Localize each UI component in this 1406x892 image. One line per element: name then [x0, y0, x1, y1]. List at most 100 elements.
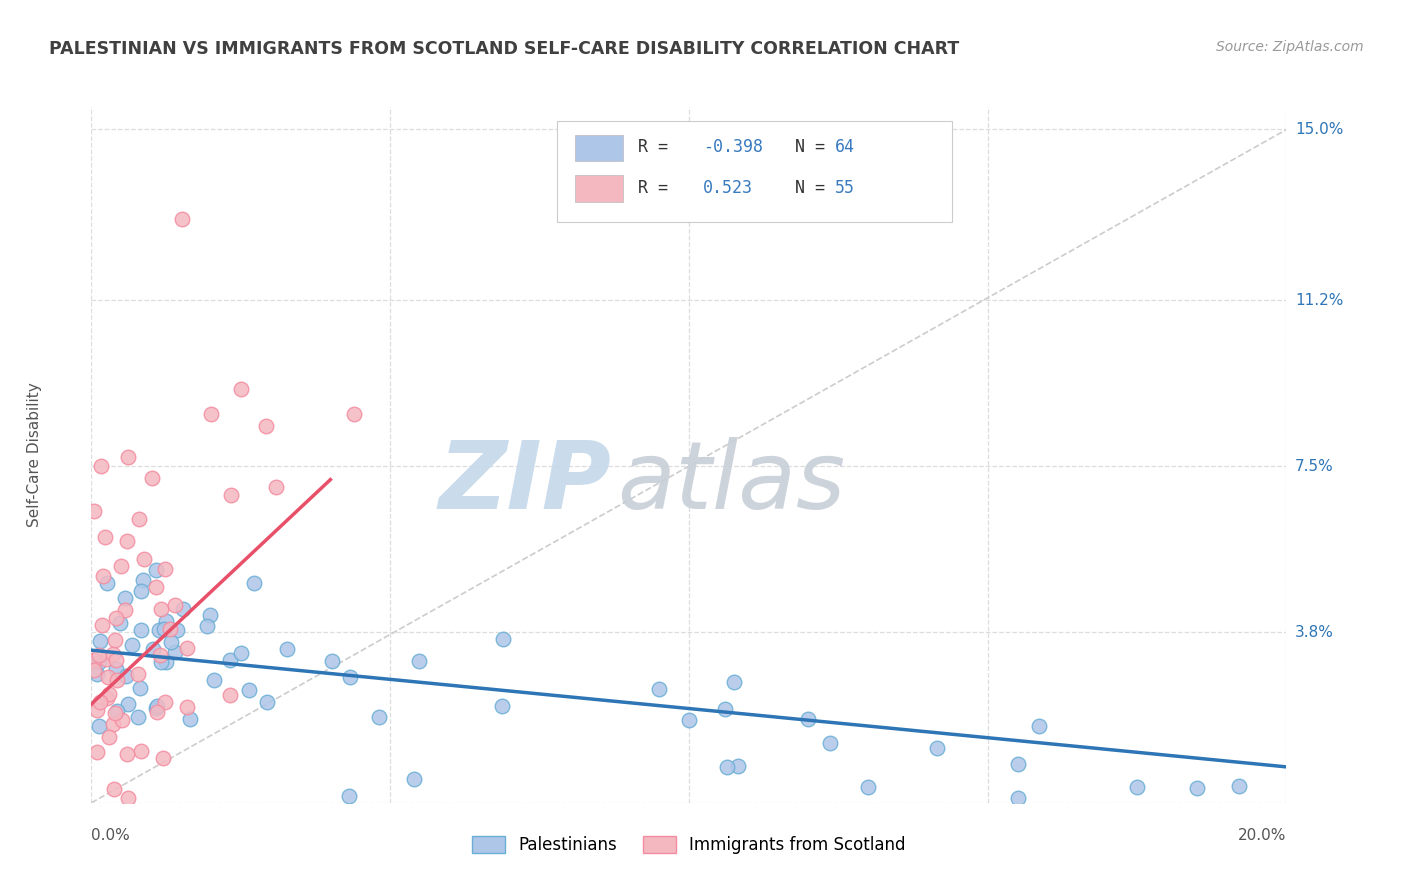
Point	[339, 670, 361, 684]
FancyBboxPatch shape	[558, 121, 952, 222]
Point	[343, 407, 366, 421]
Point	[492, 632, 515, 646]
Point	[96, 575, 118, 590]
Point	[117, 698, 139, 712]
Point	[145, 701, 167, 715]
Point	[152, 750, 174, 764]
Point	[238, 683, 260, 698]
Point	[229, 382, 252, 396]
Point	[110, 558, 132, 573]
Point	[402, 772, 425, 786]
Point	[105, 611, 128, 625]
Point	[163, 645, 186, 659]
Point	[117, 533, 139, 548]
Point	[129, 681, 152, 695]
Text: atlas: atlas	[617, 437, 845, 528]
Text: PALESTINIAN VS IMMIGRANTS FROM SCOTLAND SELF-CARE DISABILITY CORRELATION CHART: PALESTINIAN VS IMMIGRANTS FROM SCOTLAND …	[49, 40, 959, 58]
Point	[83, 653, 105, 667]
Point	[160, 635, 183, 649]
Point	[716, 760, 738, 774]
Point	[714, 702, 737, 716]
Point	[1126, 780, 1149, 795]
Point	[132, 552, 155, 566]
Point	[163, 598, 186, 612]
Point	[925, 741, 948, 756]
Point	[104, 706, 127, 720]
Text: 20.0%: 20.0%	[1239, 828, 1286, 843]
Point	[91, 568, 114, 582]
Point	[153, 622, 176, 636]
Point	[678, 714, 700, 728]
FancyBboxPatch shape	[575, 175, 623, 202]
Point	[142, 641, 165, 656]
Point	[132, 573, 155, 587]
Point	[218, 653, 240, 667]
Text: Source: ZipAtlas.com: Source: ZipAtlas.com	[1216, 40, 1364, 54]
Legend: Palestinians, Immigrants from Scotland: Palestinians, Immigrants from Scotland	[465, 829, 912, 861]
Point	[150, 601, 173, 615]
Point	[114, 603, 136, 617]
Point	[131, 583, 153, 598]
Point	[145, 705, 167, 719]
Text: 3.8%: 3.8%	[1295, 624, 1334, 640]
Point	[91, 618, 114, 632]
Point	[103, 781, 125, 796]
Point	[276, 641, 298, 656]
Point	[820, 736, 842, 750]
Text: 0.523: 0.523	[703, 178, 754, 197]
Point	[121, 638, 143, 652]
Point	[101, 647, 124, 661]
Point	[256, 695, 278, 709]
Point	[648, 681, 671, 696]
Text: 11.2%: 11.2%	[1295, 293, 1343, 308]
Point	[1007, 756, 1029, 771]
Point	[200, 407, 222, 421]
Point	[229, 646, 252, 660]
Point	[86, 745, 108, 759]
Text: 7.5%: 7.5%	[1295, 458, 1333, 474]
Point	[1227, 779, 1250, 793]
Point	[219, 488, 242, 502]
Point	[176, 700, 198, 714]
Point	[146, 699, 169, 714]
Point	[337, 789, 360, 804]
Point	[141, 471, 163, 485]
Point	[89, 719, 111, 733]
Text: Self-Care Disability: Self-Care Disability	[27, 383, 42, 527]
Point	[264, 480, 287, 494]
Point	[368, 710, 391, 724]
Point	[97, 670, 120, 684]
Point	[127, 710, 149, 724]
Point	[111, 713, 134, 727]
Text: -0.398: -0.398	[703, 138, 763, 156]
Point	[86, 666, 108, 681]
Point	[128, 512, 150, 526]
Text: R =: R =	[637, 178, 688, 197]
Point	[254, 419, 277, 434]
Point	[105, 662, 128, 676]
Point	[159, 622, 181, 636]
Point	[101, 716, 124, 731]
Point	[129, 744, 152, 758]
Point	[1185, 781, 1208, 796]
Point	[166, 624, 188, 638]
Point	[86, 703, 108, 717]
Point	[155, 562, 177, 576]
Point	[176, 641, 198, 656]
Point	[321, 654, 343, 668]
Point	[97, 687, 120, 701]
Point	[115, 669, 138, 683]
Point	[145, 580, 167, 594]
Point	[129, 623, 152, 637]
Point	[87, 656, 110, 670]
Point	[200, 607, 222, 622]
Point	[219, 689, 242, 703]
Point	[115, 747, 138, 761]
Point	[1007, 791, 1029, 805]
Point	[170, 212, 193, 227]
Point	[723, 674, 745, 689]
Text: 0.0%: 0.0%	[91, 828, 131, 843]
Point	[858, 780, 880, 795]
Text: R =: R =	[637, 138, 678, 156]
Point	[94, 530, 117, 544]
